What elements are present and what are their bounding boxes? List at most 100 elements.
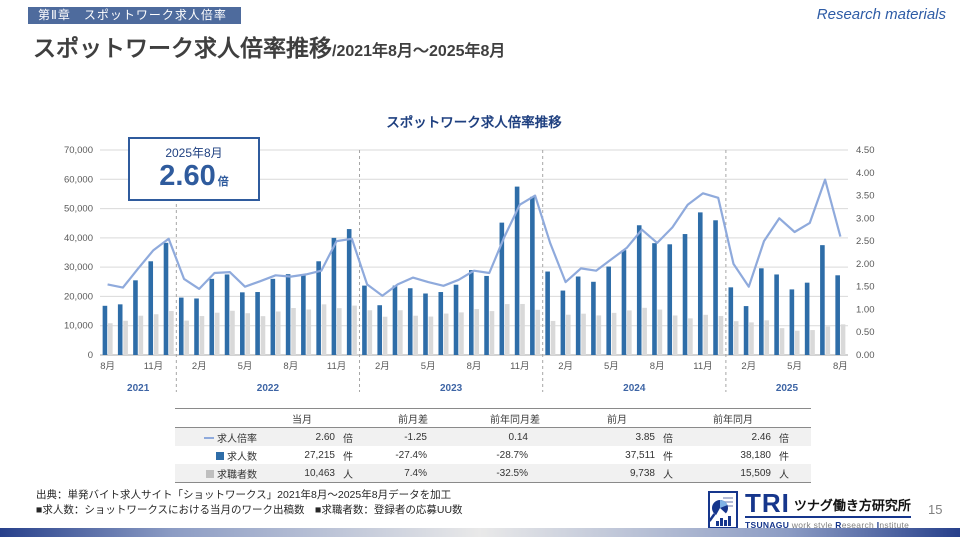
page-title-range: /2021年8月～2025年8月 xyxy=(332,43,506,60)
svg-text:2023: 2023 xyxy=(440,383,463,394)
col-header-prev-year: 前年同月 xyxy=(689,408,777,428)
jobs-current-unit: 件 xyxy=(343,451,353,463)
bottom-decorative-bar xyxy=(0,528,960,537)
research-materials-label: Research materials xyxy=(816,6,946,23)
svg-text:0: 0 xyxy=(88,350,93,361)
seekers-yoy-diff: -32.5% xyxy=(496,467,528,479)
callout-value-unit: 倍 xyxy=(217,176,229,188)
col-header-prev-month: 前月 xyxy=(573,408,661,428)
svg-text:30,000: 30,000 xyxy=(64,262,93,273)
svg-text:2022: 2022 xyxy=(257,383,280,394)
svg-text:11月: 11月 xyxy=(693,361,712,372)
seekers-mom-diff: 7.4% xyxy=(404,467,427,479)
table-row-jobs: 求人数 27,215 件 -27.4% -28.7% 37,511 件 38,1… xyxy=(175,446,811,464)
table-row-ratio: 求人倍率 2.60 倍 -1.25 0.14 3.85 倍 2.46 倍 xyxy=(175,427,811,446)
ratio-current: 2.60 xyxy=(315,431,335,443)
svg-text:2021: 2021 xyxy=(127,383,150,394)
svg-text:5月: 5月 xyxy=(787,361,802,372)
jobs-prev-year-unit: 件 xyxy=(779,451,789,463)
col-header-mom-diff: 前月差 xyxy=(369,408,457,428)
seekers-prev-month: 9,738 xyxy=(629,467,655,479)
svg-text:2025: 2025 xyxy=(776,383,799,394)
svg-text:8月: 8月 xyxy=(833,361,848,372)
jobs-current: 27,215 xyxy=(304,449,335,461)
svg-text:2.00: 2.00 xyxy=(856,259,875,270)
ratio-prev-year: 2.46 xyxy=(751,431,771,443)
jobs-yoy-diff: -28.7% xyxy=(496,449,528,461)
col-header-yoy-diff: 前年同月差 xyxy=(457,408,573,428)
svg-text:5月: 5月 xyxy=(421,361,436,372)
combo-chart: 0 10,000 20,000 30,000 40,000 50,000 60,000 70,… xyxy=(64,145,875,394)
tri-name-english: TSUNAGU work style Research Institute xyxy=(745,520,910,530)
callout-box: 2025年8月 2.60 倍 xyxy=(128,137,260,201)
svg-text:11月: 11月 xyxy=(510,361,529,372)
jobs-prev-month: 37,511 xyxy=(625,449,655,461)
svg-text:2月: 2月 xyxy=(741,361,756,372)
ratio-prev-month-unit: 倍 xyxy=(663,433,673,445)
chart-title: スポットワーク求人倍率推移 xyxy=(386,115,562,130)
svg-text:10,000: 10,000 xyxy=(64,321,93,332)
seekers-prev-month-unit: 人 xyxy=(663,469,673,481)
ratio-current-unit: 倍 xyxy=(343,433,353,445)
tri-name-japanese: ツナグ働き方研究所 xyxy=(793,498,911,513)
svg-text:8月: 8月 xyxy=(650,361,665,372)
summary-table: 当月 前月差 前年同月差 前月 前年同月 求人倍率 2.60 倍 -1.25 0… xyxy=(175,408,811,483)
page-title: スポットワーク求人倍率推移/2021年8月～2025年8月 xyxy=(33,29,505,63)
svg-text:8月: 8月 xyxy=(283,361,298,372)
page-title-main: スポットワーク求人倍率推移 xyxy=(33,35,332,61)
callout-value: 2.60 倍 xyxy=(130,161,258,197)
callout-value-number: 2.60 xyxy=(159,160,216,192)
svg-text:0.50: 0.50 xyxy=(856,327,875,338)
svg-text:0.00: 0.00 xyxy=(856,350,875,361)
page-number: 15 xyxy=(928,502,943,517)
svg-text:2月: 2月 xyxy=(558,361,573,372)
line-series-marker-icon xyxy=(204,436,214,439)
svg-text:20,000: 20,000 xyxy=(64,291,93,302)
svg-text:11月: 11月 xyxy=(327,361,346,372)
svg-text:2月: 2月 xyxy=(192,361,207,372)
jobs-prev-year: 38,180 xyxy=(740,449,771,461)
svg-text:4.50: 4.50 xyxy=(856,145,875,156)
tri-logo-icon xyxy=(708,491,738,529)
svg-text:50,000: 50,000 xyxy=(64,204,93,215)
svg-text:2月: 2月 xyxy=(375,361,390,372)
jobs-mom-diff: -27.4% xyxy=(395,449,427,461)
seekers-series-marker-icon xyxy=(206,469,214,478)
svg-text:2024: 2024 xyxy=(623,383,646,394)
source-line-1: 出典：単発バイト求人サイト「ショットワークス」2021年8月～2025年8月デー… xyxy=(36,489,452,501)
svg-text:8月: 8月 xyxy=(467,361,482,372)
tri-logo-text: TRI ツナグ働き方研究所 TSUNAGU work style Researc… xyxy=(745,488,911,530)
table-header-row: 当月 前月差 前年同月差 前月 前年同月 xyxy=(175,408,811,428)
ratio-yoy-diff: 0.14 xyxy=(508,431,528,443)
svg-text:4.00: 4.00 xyxy=(856,168,875,179)
table-row-seekers: 求職者数 10,463 人 7.4% -32.5% 9,738 人 15,509… xyxy=(175,464,811,483)
svg-text:60,000: 60,000 xyxy=(64,174,93,185)
row-label: 求人数 xyxy=(227,451,257,463)
seekers-current: 10,463 xyxy=(304,467,335,479)
seekers-prev-year: 15,509 xyxy=(740,467,771,479)
svg-text:5月: 5月 xyxy=(238,361,253,372)
svg-text:3.00: 3.00 xyxy=(856,213,875,224)
tri-logo: TRI ツナグ働き方研究所 TSUNAGU work style Researc… xyxy=(706,488,911,531)
svg-text:11月: 11月 xyxy=(144,361,163,372)
tri-wordmark: TRI xyxy=(745,488,790,518)
chapter-badge: 第Ⅱ章 スポットワーク求人倍率 xyxy=(28,7,241,24)
ratio-mom-diff: -1.25 xyxy=(404,431,427,443)
svg-text:2.50: 2.50 xyxy=(856,236,875,247)
svg-text:3.50: 3.50 xyxy=(856,191,875,202)
seekers-prev-year-unit: 人 xyxy=(779,469,789,481)
source-note: 出典：単発バイト求人サイト「ショットワークス」2021年8月～2025年8月デー… xyxy=(36,488,463,517)
row-label: 求職者数 xyxy=(217,469,257,481)
row-label: 求人倍率 xyxy=(217,433,257,445)
jobs-series-marker-icon xyxy=(216,451,224,460)
seekers-current-unit: 人 xyxy=(343,469,353,481)
svg-text:8月: 8月 xyxy=(100,361,115,372)
jobs-prev-month-unit: 件 xyxy=(663,451,673,463)
svg-text:5月: 5月 xyxy=(604,361,619,372)
svg-text:70,000: 70,000 xyxy=(64,145,93,156)
col-header-current: 当月 xyxy=(263,408,341,428)
ratio-prev-month: 3.85 xyxy=(635,431,655,443)
source-line-2: ■求人数：ショットワークスにおける当月のワーク出稿数 ■求職者数：登録者の応募U… xyxy=(36,503,463,516)
svg-text:1.50: 1.50 xyxy=(856,282,875,293)
